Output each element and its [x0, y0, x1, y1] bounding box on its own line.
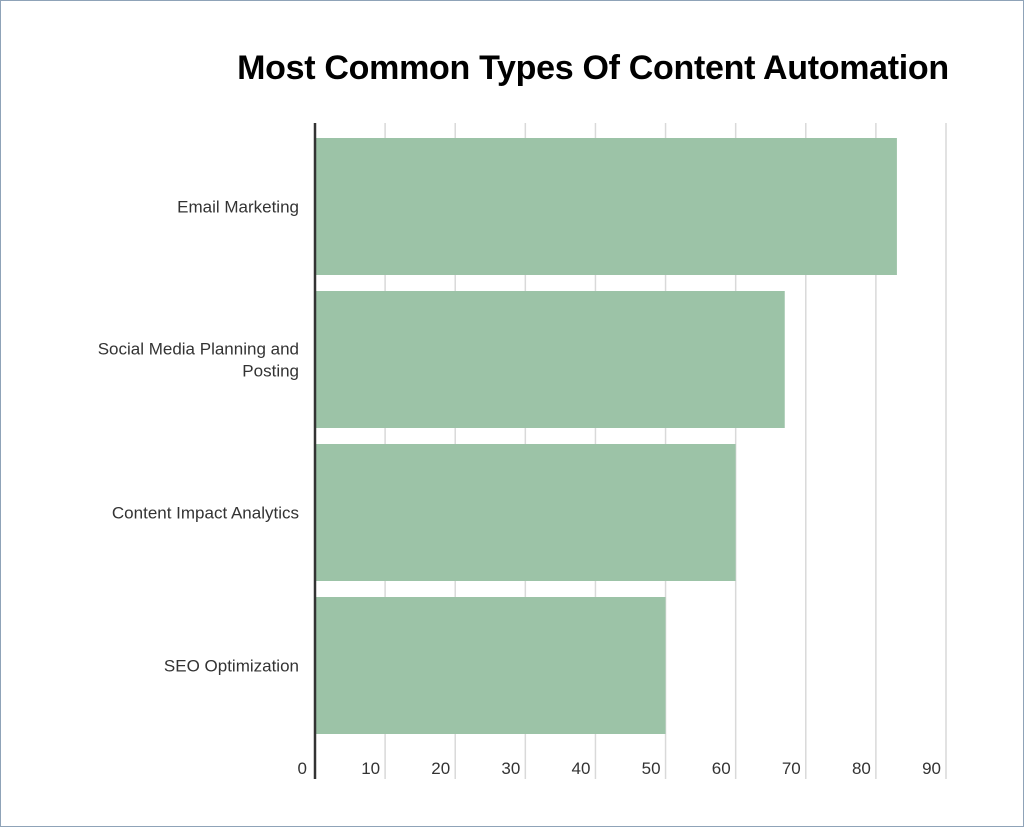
- x-tick-label: 30: [501, 759, 520, 778]
- bars: [315, 138, 897, 734]
- x-tick-label: 50: [642, 759, 661, 778]
- category-label: Content Impact Analytics: [112, 504, 299, 523]
- category-label: Social Media Planning and: [98, 340, 299, 359]
- x-tick-labels: 0 10 20 30 40 50 60 70 80 90: [298, 759, 941, 778]
- category-label: SEO Optimization: [164, 657, 299, 676]
- bar: [315, 444, 736, 581]
- bar: [315, 138, 897, 275]
- x-tick-label: 70: [782, 759, 801, 778]
- x-tick-label: 20: [431, 759, 450, 778]
- x-tick-label: 10: [361, 759, 380, 778]
- x-tick-label: 60: [712, 759, 731, 778]
- bar: [315, 291, 785, 428]
- category-label: Posting: [242, 362, 299, 381]
- x-tick-label: 40: [572, 759, 591, 778]
- bar: [315, 597, 666, 734]
- x-tick-label: 80: [852, 759, 871, 778]
- category-labels: Email Marketing Social Media Planning and…: [98, 198, 299, 676]
- category-label: Email Marketing: [177, 198, 299, 217]
- x-tick-label: 90: [922, 759, 941, 778]
- x-tick-label: 0: [298, 759, 307, 778]
- chart-title: Most Common Types Of Content Automation: [237, 49, 949, 87]
